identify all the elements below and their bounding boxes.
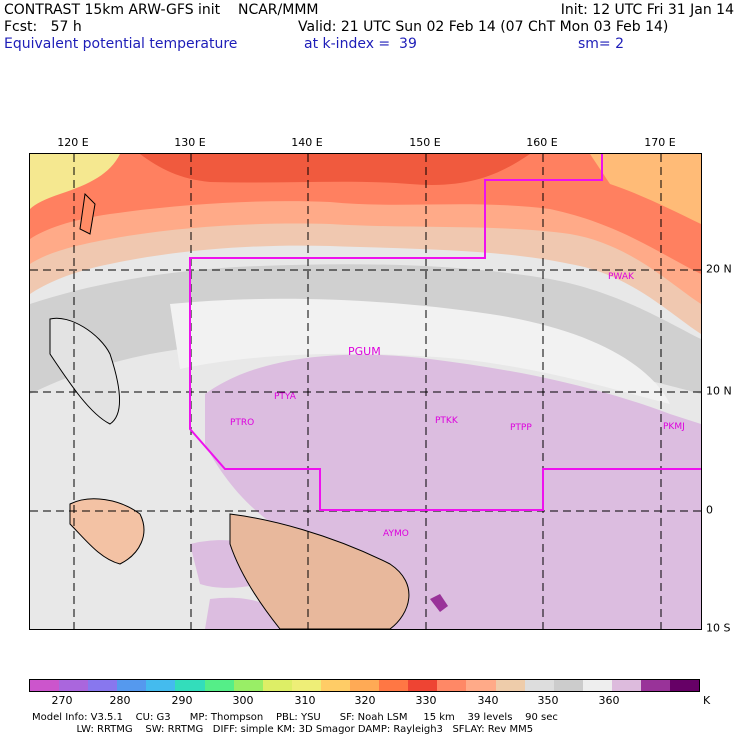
lon-label: 150 E — [409, 136, 441, 149]
colorbar-swatch — [524, 680, 554, 691]
colorbar-swatch — [320, 680, 351, 691]
station-label: PTPP — [510, 423, 532, 433]
colorbar-tick: 310 — [294, 694, 316, 707]
colorbar-swatch — [175, 680, 205, 691]
colorbar-swatch — [30, 680, 60, 691]
physics-info: LW: RRTMG SW: RRTMG DIFF: simple KM: 3D … — [32, 724, 534, 735]
valid-time: Valid: 21 UTC Sun 02 Feb 14 (07 ChT Mon … — [298, 19, 669, 35]
station-label: PTRO — [230, 418, 255, 428]
station-label: AYMO — [383, 529, 409, 539]
lon-label: 170 E — [644, 136, 676, 149]
colorbar-tick: 300 — [232, 694, 254, 707]
colorbar-swatch — [262, 680, 292, 691]
lat-label: 20 N — [706, 262, 732, 276]
forecast-hour: Fcst: 57 h — [4, 19, 82, 35]
lon-label: 140 E — [291, 136, 323, 149]
colorbar-tick: 360 — [598, 694, 620, 707]
colorbar-swatch — [379, 680, 409, 691]
colorbar-swatch — [233, 680, 263, 691]
colorbar-swatch — [670, 680, 700, 691]
colorbar-tick: 350 — [537, 694, 559, 707]
colorbar-swatch — [640, 680, 671, 691]
colorbar-swatch — [117, 680, 147, 691]
field-name: Equivalent potential temperature — [4, 36, 238, 52]
station-label: PTKK — [435, 416, 458, 426]
colorbar-tick: 280 — [109, 694, 131, 707]
colorbar-swatch — [350, 680, 380, 691]
colorbar-tick: 270 — [51, 694, 73, 707]
lat-label: 0 — [706, 503, 713, 517]
colorbar-swatch — [88, 680, 118, 691]
station-label: PGUM — [348, 345, 381, 358]
colorbar-swatch — [146, 680, 176, 691]
colorbar-tick: 320 — [354, 694, 376, 707]
colorbar-swatch — [408, 680, 438, 691]
model-title: CONTRAST 15km ARW-GFS init NCAR/MMM — [4, 2, 319, 18]
lat-label: 10 S — [706, 621, 731, 635]
colorbar-swatch — [291, 680, 321, 691]
station-label: PTYA — [274, 392, 296, 402]
lat-label: 10 N — [706, 384, 732, 398]
colorbar-swatch — [611, 680, 641, 691]
init-time: Init: 12 UTC Fri 31 Jan 14 — [560, 2, 734, 18]
colorbar-swatch — [553, 680, 583, 691]
colorbar-swatch — [582, 680, 612, 691]
station-label: PWAK — [608, 272, 634, 282]
colorbar-swatch — [204, 680, 234, 691]
station-label: PKMJ — [663, 422, 685, 432]
colorbar-swatch — [59, 680, 89, 691]
smoothing-label: sm= 2 — [578, 36, 625, 52]
colorbar-tick: 330 — [415, 694, 437, 707]
lon-label: 130 E — [174, 136, 206, 149]
colorbar — [29, 679, 700, 692]
lon-label: 160 E — [526, 136, 558, 149]
colorbar-tick: 340 — [477, 694, 499, 707]
colorbar-swatch — [495, 680, 525, 691]
lon-label: 120 E — [57, 136, 89, 149]
model-info: Model Info: V3.5.1 CU: G3 MP: Thompson P… — [32, 712, 558, 723]
colorbar-unit: K — [703, 694, 711, 707]
colorbar-tick: 290 — [171, 694, 193, 707]
theta-e-map — [29, 153, 702, 630]
colorbar-swatch — [466, 680, 496, 691]
level-label: at k-index = 39 — [304, 36, 417, 52]
colorbar-swatch — [437, 680, 467, 691]
